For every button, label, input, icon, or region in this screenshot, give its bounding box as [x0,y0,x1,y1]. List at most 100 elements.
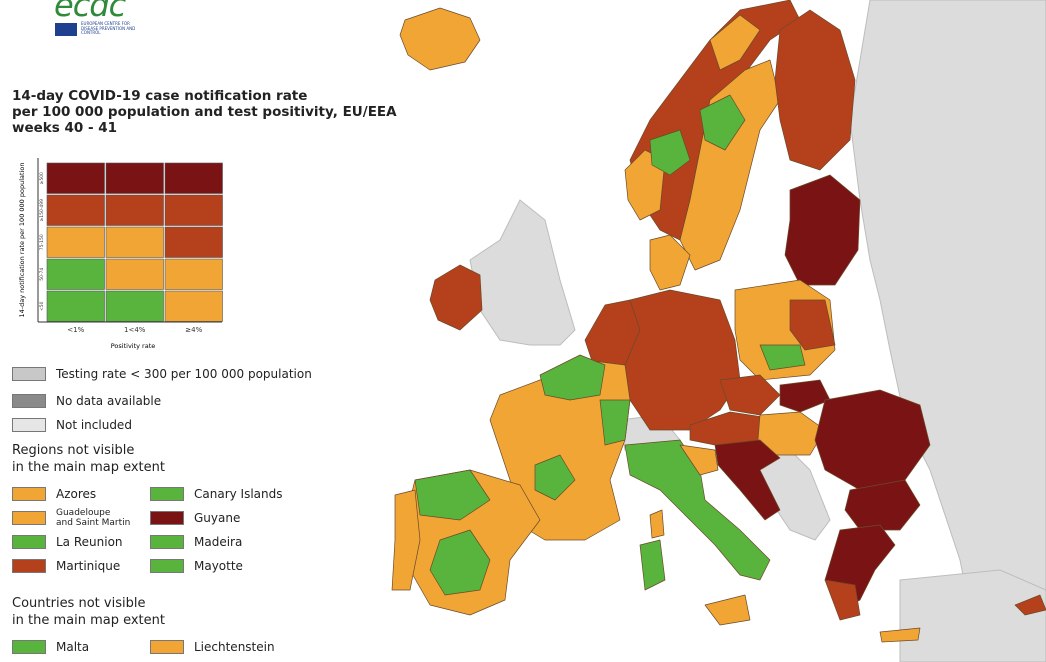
legend-label: Canary Islands [194,487,283,501]
legend-label: Mayotte [194,559,243,573]
matrix-y-tick: 50-74 [39,268,45,281]
legend-matrix: ≥500 ≥150-499 75-150 50-74 <50 <1% 1<4% ≥4% Posi… [18,158,223,350]
island-crete [879,627,921,643]
legend-label: Guyane [194,511,241,525]
island-sicily [704,594,751,626]
swatch [12,394,46,408]
matrix-y-tick: <50 [39,301,45,311]
ecdc-logo: ecdc EUROPEAN CENTRE FOR DISEASE PREVENT… [20,0,135,48]
legend-label: Testing rate < 300 per 100 000 populatio… [56,367,312,381]
matrix-x-tick: 1<4% [124,326,146,334]
matrix-cell [105,258,164,290]
legend-label: Liechtenstein [194,640,275,654]
matrix-cell [46,162,105,194]
region-legend-item: Azores [12,485,96,503]
swatch [150,640,184,654]
countries-heading-line-1: Countries not visible [12,596,146,611]
matrix-cell [164,194,223,226]
legend-label: Not included [56,418,132,432]
swatch [150,559,184,573]
matrix-cell [46,290,105,322]
title-line-1: 14-day COVID-19 case notification rate [12,88,308,104]
title-line-3: weeks 40 - 41 [12,120,118,136]
country-portugal [391,489,421,591]
matrix-cell [105,290,164,322]
regions-heading-line-1: Regions not visible [12,443,135,458]
matrix-cell [46,226,105,258]
regions-heading-line-2: in the main map extent [12,460,165,475]
country-cyprus [1014,594,1046,616]
island-corsica [649,509,665,539]
swatch [12,535,46,549]
swatch [150,487,184,501]
eu-flag-icon [55,23,77,36]
matrix-y-tick: ≥150-499 [39,199,45,222]
matrix-y-tick: 75-150 [39,234,45,250]
swatch [12,487,46,501]
matrix-cell [105,162,164,194]
logo-wordmark: ecdc [54,0,126,24]
matrix-cell [164,290,223,322]
country-czechia [719,374,781,416]
country-slovakia [779,379,831,413]
swatch [12,418,46,432]
countries-heading-line-2: in the main map extent [12,613,165,628]
matrix-x-tick: <1% [67,326,84,334]
country-croatia [714,439,781,521]
matrix-cell [46,258,105,290]
country-iceland [399,7,481,71]
title-line-2: per 100 000 population and test positivi… [12,104,397,120]
swatch [12,640,46,654]
swatch [12,511,46,525]
matrix-cell [164,162,223,194]
swatch [12,559,46,573]
legend-label: Azores [56,487,97,501]
country-sweden [679,59,781,271]
region-legend-item: Mayotte [150,557,243,575]
country-baltics [784,174,861,286]
matrix-cell [46,194,105,226]
legend-label: Madeira [194,535,243,549]
legend-no-data: No data available [12,392,161,410]
country-denmark [649,234,691,291]
region-legend-item: Canary Islands [150,485,283,503]
swatch [150,511,184,525]
legend-testing-rate: Testing rate < 300 per 100 000 populatio… [12,365,312,383]
matrix-axes [37,158,222,323]
country-legend-item: Liechtenstein [150,638,275,656]
region-legend-item: La Reunion [12,533,123,551]
country-germany [624,289,741,431]
matrix-cell [164,258,223,290]
island-sardinia [639,539,666,591]
country-bulgaria [844,479,921,531]
country-finland [774,9,856,171]
swatch [150,535,184,549]
legend-label: Guadeloupe and Saint Martin [56,508,131,528]
legend-label: La Reunion [56,535,123,549]
matrix-y-label: 14-day notification rate per 100 000 pop… [18,163,26,318]
region-legend-item: Guadeloupe and Saint Martin [12,508,131,528]
region-legend-item: Guyane [150,509,240,527]
eu-countries [391,0,1046,643]
matrix-cell [105,226,164,258]
matrix-y-tick: ≥500 [39,172,45,184]
region-legend-item: Martinique [12,557,120,575]
logo-subtitle: EUROPEAN CENTRE FOR DISEASE PREVENTION A… [81,21,136,35]
country-ireland [429,264,483,331]
matrix-x-label: Positivity rate [111,342,156,350]
legend-label: No data available [56,394,162,408]
matrix-cell [105,194,164,226]
swatch [12,367,46,381]
matrix-cell [164,226,223,258]
country-legend-item: Malta [12,638,89,656]
map-title: 14-day COVID-19 case notification rate p… [12,88,397,136]
legend-not-included: Not included [12,416,132,434]
countries-heading: Countries not visible in the main map ex… [12,595,165,629]
country-romania [814,389,931,491]
legend-label: Malta [56,640,90,654]
region-legend-item: Madeira [150,533,242,551]
legend-label: Martinique [56,559,121,573]
matrix-x-tick: ≥4% [185,326,202,334]
regions-heading: Regions not visible in the main map exte… [12,442,165,476]
